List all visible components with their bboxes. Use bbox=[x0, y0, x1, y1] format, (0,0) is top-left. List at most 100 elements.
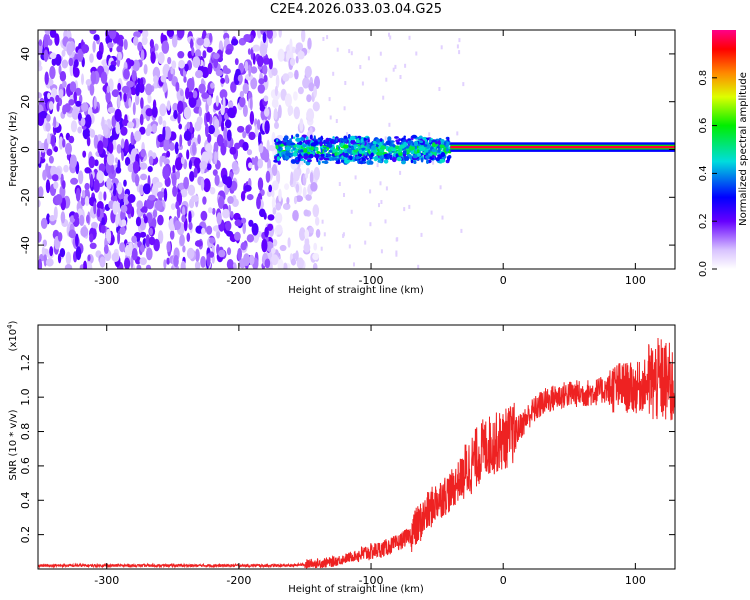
spectrogram-cell bbox=[38, 258, 43, 269]
spectrogram-cell bbox=[224, 119, 232, 129]
spectrogram-cell bbox=[128, 97, 132, 108]
spectrogram-cell bbox=[358, 149, 363, 154]
spectrogram-cell bbox=[344, 152, 349, 158]
spectrogram-cell bbox=[382, 95, 385, 100]
spectrogram-cell bbox=[62, 104, 67, 115]
spectrogram-cell bbox=[172, 164, 176, 174]
snr-panel: -300 -200 -100 0 100 0.2 0.4 0.6 0.8 1.0 1.2 Heigh… bbox=[6, 320, 676, 595]
spectrogram-cell bbox=[440, 152, 446, 157]
spectrogram-cell bbox=[134, 174, 140, 187]
spectrogram-cell bbox=[349, 135, 356, 141]
spectrogram-cell bbox=[188, 210, 192, 224]
spectrogram-cell bbox=[251, 223, 259, 236]
colorbar-tick-label: 0.4 bbox=[698, 165, 709, 181]
spectrogram-cell bbox=[291, 134, 294, 140]
colorbar-label: Normalized spectral amplitude bbox=[738, 72, 749, 226]
spectrogram-cell bbox=[135, 216, 142, 227]
spectrogram-cell bbox=[149, 227, 153, 236]
spectrogram-cell bbox=[98, 191, 103, 201]
spectrogram-cell bbox=[242, 221, 246, 235]
spectrogram-cell bbox=[163, 188, 168, 202]
spectrogram-cell bbox=[403, 207, 406, 212]
spectrogram-cell bbox=[290, 142, 296, 146]
spectrogram-cell bbox=[55, 194, 63, 205]
spectrogram-cell bbox=[41, 246, 46, 256]
spectrogram-cell bbox=[338, 182, 341, 186]
spectrogram-cell bbox=[296, 257, 304, 269]
snr-x-tick-label: -200 bbox=[226, 574, 251, 587]
spectrogram-cell bbox=[64, 264, 73, 269]
spectrogram-cell bbox=[98, 163, 106, 173]
spectrogram-cell bbox=[439, 139, 445, 144]
spectrogram-cell bbox=[179, 134, 183, 147]
spectrogram-cell bbox=[194, 240, 203, 247]
spectrogram-cell bbox=[372, 140, 377, 145]
spectrogram-cell bbox=[413, 140, 419, 147]
spectrogram-cell bbox=[154, 199, 163, 211]
colorbar-ticks: 0.0 0.2 0.4 0.6 0.8 bbox=[698, 70, 717, 277]
spectrogram-cell bbox=[63, 164, 69, 173]
spectrogram-cell bbox=[77, 48, 84, 62]
spectrogram-cell bbox=[313, 166, 320, 181]
spectrogram-cell bbox=[117, 51, 122, 61]
snr-y-tick-label: 1.0 bbox=[19, 388, 32, 406]
spectrogram-cell bbox=[132, 160, 140, 174]
spectrogram-cell bbox=[264, 258, 271, 269]
spectrogram-cell bbox=[148, 236, 156, 246]
spectrogram-cell bbox=[166, 100, 171, 111]
spectrogram-cell bbox=[329, 115, 332, 120]
spectrogram-cell bbox=[118, 219, 123, 227]
spectrogram-cell bbox=[234, 58, 239, 66]
spectrogram-cell bbox=[208, 207, 213, 214]
spectrogram-cell bbox=[187, 184, 196, 196]
spectrogram-cell bbox=[105, 228, 112, 242]
spectrogram-cell bbox=[443, 141, 446, 146]
spectrogram-cell bbox=[268, 144, 276, 152]
spectrogram-cell bbox=[131, 235, 137, 244]
spectrogram-cell bbox=[319, 145, 324, 150]
spectrogram-cell bbox=[335, 119, 338, 123]
spectrogram-cell bbox=[75, 100, 82, 107]
spectrogram-cell bbox=[312, 204, 320, 218]
spectrogram-cell bbox=[175, 201, 180, 210]
spectrogram-cell bbox=[183, 76, 187, 83]
spectrogram-cell bbox=[180, 156, 185, 165]
spectrogram-cell bbox=[417, 264, 420, 269]
spectrogram-cell bbox=[139, 257, 147, 266]
spectrogram-cell bbox=[212, 169, 218, 177]
spectrogram-cell bbox=[62, 180, 66, 190]
spectrogram-cell bbox=[348, 244, 351, 249]
spectrogram-cell bbox=[61, 59, 69, 69]
spectrogram-cell bbox=[123, 68, 130, 80]
spectrogram-cell bbox=[282, 203, 291, 210]
spectrogram-cell bbox=[198, 83, 206, 94]
spectrogram-cell bbox=[179, 89, 184, 97]
spectrogram-cell bbox=[403, 135, 407, 139]
spectrogram-cell bbox=[326, 35, 329, 40]
spectrogram-cell bbox=[107, 42, 114, 49]
spectrogram-cell bbox=[416, 149, 420, 154]
spectrogram-cell bbox=[361, 81, 364, 86]
spectrogram-cell bbox=[366, 157, 369, 160]
spectrogram-cell bbox=[188, 91, 194, 99]
spectrogram-cell bbox=[44, 71, 49, 85]
spectrogram-cell bbox=[447, 146, 452, 149]
spectrogram-cell bbox=[97, 140, 104, 155]
spectrogram-cell bbox=[392, 67, 395, 72]
spectrogram-cell bbox=[214, 118, 220, 130]
spectrogram-cell bbox=[385, 186, 388, 191]
spectrogram-cell bbox=[188, 221, 193, 231]
spectrogram-cell bbox=[192, 56, 201, 68]
spectrogram-cell bbox=[395, 252, 398, 257]
spectrogram-cell bbox=[321, 219, 324, 224]
spectrogram-cell bbox=[297, 154, 301, 160]
spectrogram-cell bbox=[229, 146, 237, 155]
spectrogram-cell bbox=[195, 225, 203, 234]
spectrogram-cell bbox=[303, 209, 309, 217]
spectrogram-cell bbox=[151, 106, 158, 118]
spectrogram-cell bbox=[380, 145, 386, 150]
spectrogram-cell bbox=[429, 138, 431, 144]
spectrogram-cell bbox=[116, 45, 123, 53]
spectrogram-cell bbox=[162, 81, 168, 93]
